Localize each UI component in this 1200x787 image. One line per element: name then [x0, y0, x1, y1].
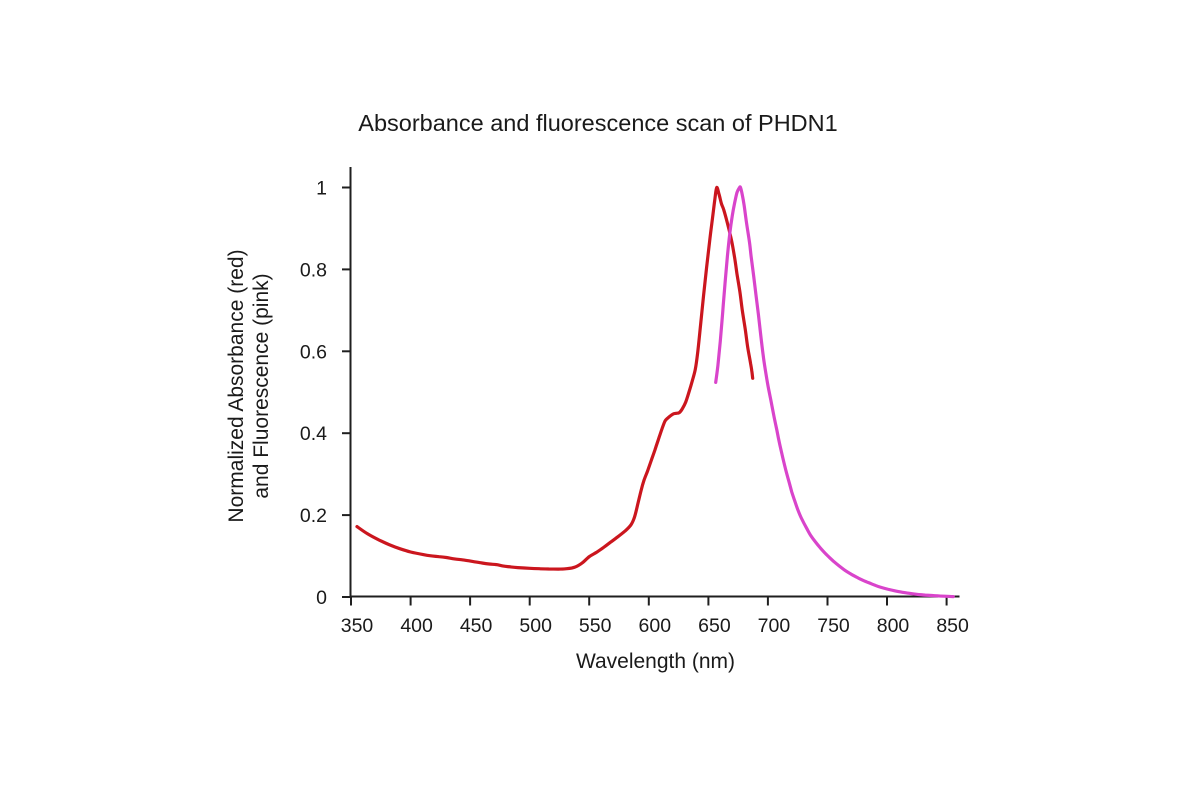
svg-text:1: 1 [316, 178, 327, 200]
svg-text:0.6: 0.6 [300, 341, 327, 363]
svg-text:0: 0 [316, 587, 327, 609]
svg-text:0.2: 0.2 [300, 505, 327, 527]
svg-text:800: 800 [877, 615, 910, 637]
svg-text:0.8: 0.8 [300, 259, 327, 281]
svg-text:400: 400 [400, 615, 433, 637]
svg-text:550: 550 [579, 615, 612, 637]
svg-text:450: 450 [460, 615, 493, 637]
svg-text:350: 350 [341, 615, 374, 637]
svg-text:500: 500 [519, 615, 552, 637]
svg-text:Normalized Absorbance (red): Normalized Absorbance (red) [225, 249, 248, 522]
svg-text:750: 750 [817, 615, 850, 637]
svg-text:0.4: 0.4 [300, 423, 327, 445]
svg-text:and Fluorescence (pink): and Fluorescence (pink) [250, 273, 273, 498]
svg-text:700: 700 [758, 615, 791, 637]
svg-text:Wavelength (nm): Wavelength (nm) [576, 650, 735, 673]
svg-text:600: 600 [639, 615, 672, 637]
svg-text:Absorbance and fluorescence sc: Absorbance and fluorescence scan of PHDN… [358, 110, 837, 136]
svg-text:650: 650 [698, 615, 731, 637]
svg-text:850: 850 [936, 615, 969, 637]
